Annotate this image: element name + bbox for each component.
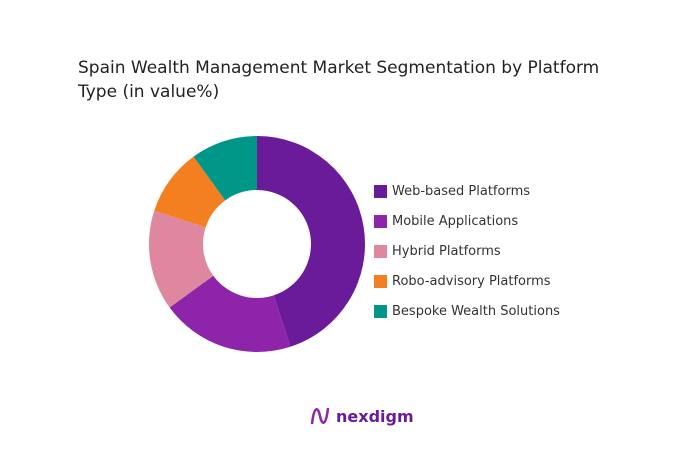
legend-label: Web-based Platforms: [392, 183, 531, 199]
legend-swatch: [374, 304, 387, 318]
legend-label: Hybrid Platforms: [392, 243, 501, 259]
legend-label: Mobile Applications: [392, 213, 519, 229]
legend-swatch: [374, 184, 387, 198]
legend-swatch: [374, 214, 387, 228]
nexdigm-logo-icon: [310, 407, 330, 425]
slice-bespoke-wealth-solutions: [193, 136, 257, 201]
legend: Web-based Platforms Mobile Applications Hy…: [374, 176, 560, 326]
legend-swatch: [374, 274, 387, 288]
legend-label: Robo-advisory Platforms: [392, 273, 551, 289]
slice-web-based-platforms: [257, 136, 366, 347]
legend-label: Bespoke Wealth Solutions: [392, 303, 560, 319]
legend-item: Web-based Platforms: [374, 176, 560, 206]
chart-title: Spain Wealth Management Market Segmentat…: [78, 58, 600, 102]
slice-hybrid-platforms: [149, 210, 214, 308]
slice-robo-advisory-platforms: [154, 156, 226, 228]
legend-item: Hybrid Platforms: [374, 236, 560, 266]
legend-item: Bespoke Wealth Solutions: [374, 296, 560, 326]
legend-item: Mobile Applications: [374, 206, 560, 236]
brand-name: nexdigm: [336, 406, 414, 426]
nexdigm-logo: nexdigm: [310, 406, 414, 426]
legend-swatch: [374, 244, 387, 258]
slice-mobile-applications: [169, 275, 291, 353]
legend-item: Robo-advisory Platforms: [374, 266, 560, 296]
